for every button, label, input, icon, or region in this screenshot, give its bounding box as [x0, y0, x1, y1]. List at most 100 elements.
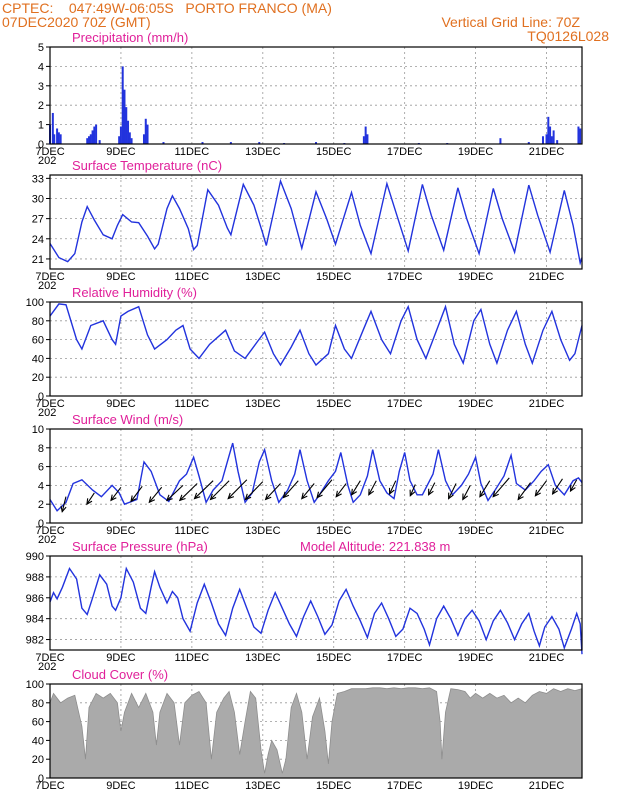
precip-bar — [552, 130, 555, 144]
y-tick-label: 33 — [32, 173, 44, 185]
precip-bar — [127, 120, 130, 144]
x-tick-label: 19DEC — [458, 398, 494, 410]
x-tick-label: 17DEC — [387, 525, 423, 537]
precip-bar — [89, 134, 92, 144]
wind-vector-head — [165, 494, 173, 502]
panel-5: 0 20 40 60 80 100 7DEC 9DEC 11DEC 13DEC 15DEC 17DEC… — [26, 667, 583, 792]
x-tick-label: 11DEC — [175, 652, 210, 664]
panel-title: Surface Temperature (nC) — [72, 158, 222, 173]
precip-bar — [121, 66, 124, 144]
y-tick-label: 1 — [38, 120, 44, 132]
model-altitude-label: Model Altitude: 221.838 m — [300, 539, 450, 554]
precip-bar — [95, 124, 98, 144]
x-tick-label: 11DEC — [175, 780, 210, 792]
x-tick-label: 15DEC — [316, 525, 352, 537]
precip-bar — [364, 126, 367, 144]
y-tick-label: 80 — [32, 698, 44, 710]
wind-vector — [479, 480, 491, 497]
panel-title: Cloud Cover (%) — [72, 667, 168, 682]
y-tick-label: 20 — [32, 754, 44, 766]
panel-frame — [49, 555, 583, 651]
x-tick-label: 13DEC — [245, 398, 281, 410]
wind-vector — [517, 482, 532, 500]
panel-0: 0 1 2 3 4 5 7DEC 9DEC 11DEC 13DEC 15DEC 17DEC 19DEC 2… — [35, 30, 583, 167]
x-year-label: 202 — [38, 280, 56, 292]
wind-vector — [265, 483, 281, 500]
precip-bar — [162, 142, 165, 144]
wind-vector-head — [479, 490, 486, 498]
wind-vector-head — [148, 496, 156, 504]
wind-vector — [389, 480, 397, 495]
precip-bar — [541, 136, 544, 144]
y-tick-label: 2 — [38, 499, 44, 511]
wind-vector-head — [86, 498, 93, 506]
x-tick-label: 19DEC — [458, 780, 494, 792]
y-tick-label: 990 — [26, 551, 44, 563]
panel-frame — [49, 428, 583, 524]
y-tick-label: 60 — [32, 335, 44, 347]
panel-title: Surface Pressure (hPa) — [72, 539, 208, 554]
x-tick-label: 9DEC — [106, 652, 135, 664]
wind-vector-head — [534, 489, 541, 497]
wind-vector — [227, 479, 248, 499]
panel-title: Precipitation (mm/h) — [72, 30, 188, 45]
y-tick-label: 6 — [38, 462, 44, 474]
y-tick-label: 24 — [32, 234, 44, 246]
x-tick-label: 21DEC — [529, 525, 565, 537]
series-line — [49, 303, 583, 367]
x-year-label: 202 — [38, 155, 56, 167]
y-tick-label: 986 — [26, 593, 44, 605]
header-date: 07DEC2020 70Z (GMT) — [2, 14, 151, 30]
y-tick-label: 40 — [32, 353, 44, 365]
header-grid-line: Vertical Grid Line: 70Z — [441, 14, 580, 30]
precip-bar — [123, 89, 126, 144]
wind-vector — [534, 480, 547, 497]
y-tick-label: 0 — [38, 139, 44, 151]
x-tick-label: 11DEC — [175, 398, 210, 410]
precip-bar — [144, 118, 147, 144]
x-tick-label: 7DEC — [35, 652, 64, 664]
y-tick-label: 60 — [32, 717, 44, 729]
wind-vector — [130, 486, 143, 502]
wind-vector-head — [448, 492, 454, 500]
precip-bar — [142, 134, 145, 144]
precip-bar — [550, 136, 553, 144]
precip-bar — [229, 142, 232, 144]
precip-bar — [577, 126, 580, 144]
precip-bar — [119, 126, 122, 144]
precip-bar — [59, 134, 62, 144]
precip-bar — [201, 142, 204, 144]
x-tick-label: 15DEC — [316, 146, 352, 158]
x-tick-label: 21DEC — [529, 271, 565, 283]
wind-vector — [166, 484, 184, 501]
y-tick-label: 0 — [38, 518, 44, 530]
precip-bar — [57, 132, 60, 144]
x-tick-label: 15DEC — [316, 780, 352, 792]
precip-bar — [130, 138, 133, 144]
wind-vector-head — [368, 488, 375, 496]
panel-title: Surface Wind (m/s) — [72, 412, 183, 427]
wind-vector-head — [130, 495, 137, 503]
wind-vector-head — [264, 493, 272, 501]
x-tick-label: 11DEC — [175, 525, 210, 537]
y-tick-label: 20 — [32, 372, 44, 384]
precip-bar — [547, 116, 550, 144]
wind-vector-head — [492, 490, 499, 498]
x-tick-label: 15DEC — [316, 652, 352, 664]
x-tick-label: 17DEC — [387, 146, 423, 158]
x-tick-label: 19DEC — [458, 652, 494, 664]
wind-vector — [86, 492, 95, 505]
y-tick-label: 3 — [38, 81, 44, 93]
x-tick-label: 11DEC — [175, 271, 210, 283]
wind-vector — [462, 485, 471, 500]
wind-vector-head — [282, 491, 290, 499]
wind-vector-head — [428, 488, 434, 496]
x-tick-label: 7DEC — [35, 398, 64, 410]
precip-bar — [366, 134, 369, 144]
wind-vector — [282, 480, 299, 498]
precip-bar — [315, 142, 317, 144]
panel-3: 0 2 4 6 8 10 7DEC 9DEC 11DEC 13DEC 15DEC 17DEC 19DEC… — [32, 412, 583, 546]
precip-bar — [527, 142, 530, 144]
precip-bar — [258, 142, 261, 144]
